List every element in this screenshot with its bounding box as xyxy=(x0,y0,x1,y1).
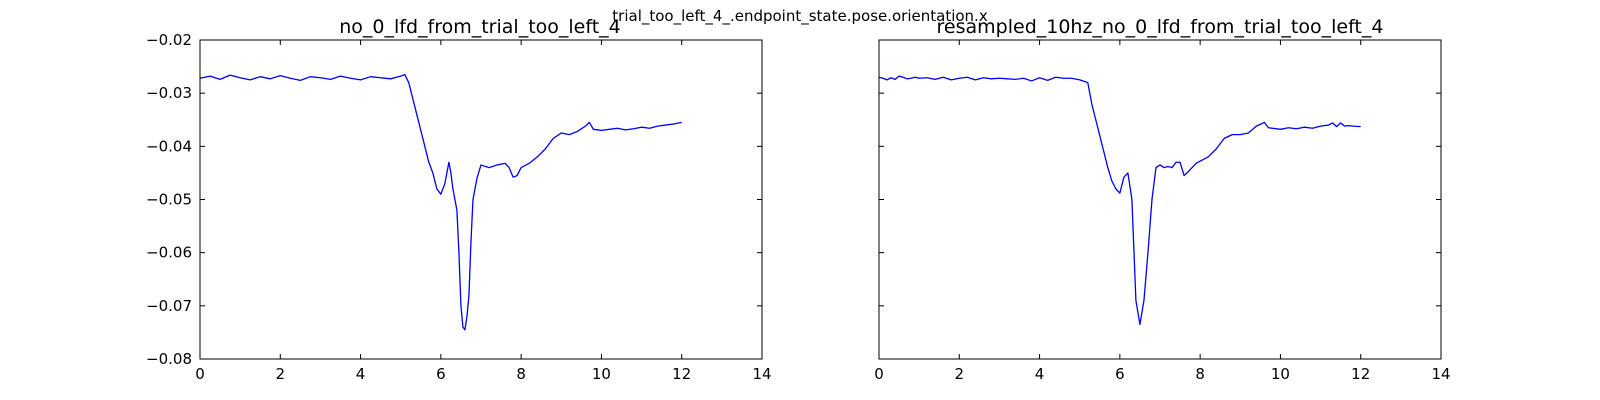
left-plot-ytick-label: −0.07 xyxy=(146,297,192,315)
right-plot-title: resampled_10hz_no_0_lfd_from_trial_too_l… xyxy=(937,16,1384,38)
left-plot-ytick-label: −0.02 xyxy=(146,31,192,49)
left-plot-xtick-label: 8 xyxy=(516,365,526,383)
left-plot-xtick-label: 2 xyxy=(276,365,286,383)
left-plot-xtick-label: 12 xyxy=(672,365,691,383)
figure-suptitle: trial_too_left_4_.endpoint_state.pose.or… xyxy=(612,7,988,26)
left-plot-xtick-label: 10 xyxy=(592,365,611,383)
left-plot-ytick-label: −0.06 xyxy=(146,244,192,262)
right-plot-xtick-label: 8 xyxy=(1195,365,1205,383)
left-plot-ytick-label: −0.03 xyxy=(146,84,192,102)
right-plot-xtick-label: 10 xyxy=(1271,365,1290,383)
right-plot: resampled_10hz_no_0_lfd_from_trial_too_l… xyxy=(874,16,1450,383)
right-plot-xtick-label: 14 xyxy=(1431,365,1450,383)
left-plot-xtick-label: 6 xyxy=(436,365,446,383)
right-plot-xtick-label: 2 xyxy=(955,365,965,383)
left-plot-ticks: 0 2 4 6 8 10 12 14 −0.08 −0.07 −0.06 −0.05 −0.04 −0.0… xyxy=(146,31,772,383)
right-plot-ticks: 0 2 4 6 8 10 12 14 xyxy=(874,39,1451,383)
right-plot-xtick-label: 6 xyxy=(1115,365,1125,383)
left-plot-title: no_0_lfd_from_trial_too_left_4 xyxy=(339,16,621,38)
right-plot-series-line-0 xyxy=(878,75,1361,326)
left-plot-xtick-label: 4 xyxy=(356,365,366,383)
left-plot: no_0_lfd_from_trial_too_left_4 0 2 4 6 8 10 12… xyxy=(146,16,772,383)
left-plot-ytick-label: −0.04 xyxy=(146,137,192,155)
left-plot-ytick-label: −0.08 xyxy=(146,350,192,368)
left-plot-frame xyxy=(199,39,763,360)
right-plot-series-layer xyxy=(878,75,1361,326)
left-plot-xtick-label: 0 xyxy=(195,365,205,383)
right-plot-frame xyxy=(878,39,1442,360)
left-plot-series-line-0 xyxy=(199,73,682,331)
left-plot-xtick-label: 14 xyxy=(752,365,771,383)
right-plot-xtick-label: 12 xyxy=(1351,365,1370,383)
left-plot-ytick-label: −0.05 xyxy=(146,191,192,209)
right-plot-xtick-label: 0 xyxy=(874,365,884,383)
right-plot-xtick-label: 4 xyxy=(1035,365,1045,383)
left-plot-series-layer xyxy=(199,73,682,331)
